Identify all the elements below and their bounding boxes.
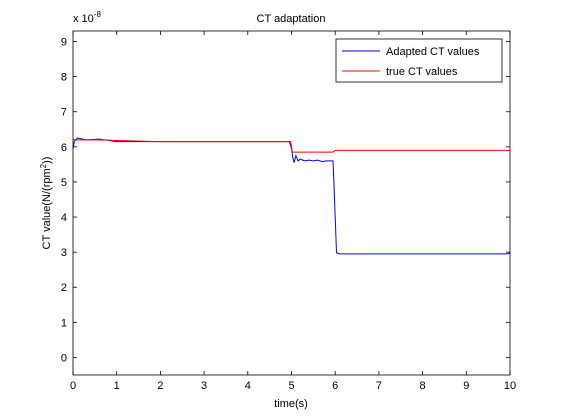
legend-label-adapted: Adapted CT values [386, 46, 480, 58]
true-ct-line [73, 139, 510, 153]
y-tick-label: 1 [61, 317, 67, 329]
x-tick-label: 2 [157, 380, 163, 392]
x-tick-label: 7 [376, 380, 382, 392]
y-tick-label: 8 [61, 72, 67, 84]
y-tick-label: 5 [61, 177, 67, 189]
y-axis-label-superscript: 2 [39, 163, 48, 168]
y-tick-label: 4 [61, 212, 67, 224]
x-tick-label: 4 [245, 380, 251, 392]
y-tick-label: 7 [61, 107, 67, 119]
legend-box [335, 38, 503, 83]
x-tick-label: 1 [114, 380, 120, 392]
y-tick-label: 3 [61, 247, 67, 259]
x-tick-label: 5 [288, 380, 294, 392]
x-tick-label: 6 [332, 380, 338, 392]
x-tick-label: 8 [420, 380, 426, 392]
y-exponent-label: x 10-8 [73, 10, 101, 25]
y-axis-label-end: )) [41, 157, 53, 164]
y-tick-label: 9 [61, 37, 67, 49]
x-tick-label: 9 [463, 380, 469, 392]
legend-label-true: true CT values [386, 66, 458, 78]
adapted-ct-line [72, 137, 511, 255]
plot-frame [72, 30, 511, 376]
chart-title: CT adaptation [257, 13, 326, 25]
x-tick-label: 3 [201, 380, 207, 392]
legend: Adapted CT values true CT values [335, 38, 503, 83]
plot-area [73, 31, 510, 375]
x-axis-label: time(s) [274, 398, 308, 410]
y-axis-label-main: CT value(N/(rpm [41, 168, 53, 249]
y-exponent-base: x 10 [73, 13, 94, 25]
y-axis-label: CT value(N/(rpm2)) [39, 157, 53, 250]
y-exponent-power: -8 [94, 10, 102, 19]
y-tick-label: 6 [61, 142, 67, 154]
x-tick-label: 0 [70, 380, 76, 392]
x-tick-label: 10 [504, 380, 516, 392]
y-tick-label: 2 [61, 282, 67, 294]
y-tick-label: 0 [61, 352, 67, 364]
